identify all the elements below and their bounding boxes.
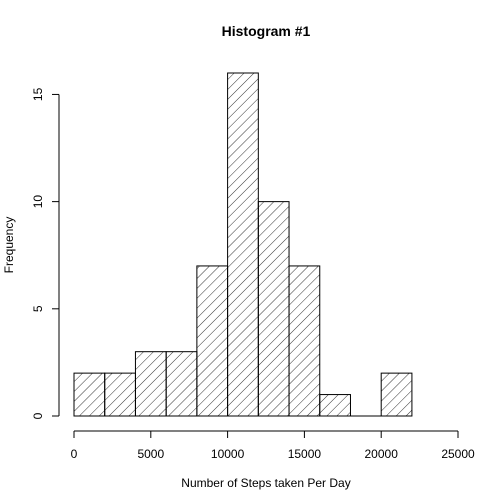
x-tick-label: 10000: [211, 447, 245, 461]
x-axis: 0 5000 10000 15000 20000 25000: [71, 430, 475, 461]
y-tick-label: 0: [31, 412, 45, 419]
x-tick-label: 0: [71, 447, 78, 461]
histogram-bar-2: [134, 351, 167, 417]
y-axis-label: Frequency: [2, 217, 16, 274]
histogram-bar-5: [227, 72, 259, 417]
x-tick-label: 5000: [137, 447, 164, 461]
histogram-bar-4: [196, 265, 229, 417]
histogram-bar-10: [380, 372, 413, 417]
histogram-bar-0: [73, 372, 106, 417]
histogram-bar-6: [257, 201, 290, 417]
bars-group: [73, 72, 413, 417]
y-axis: 0 5 10 15: [31, 87, 60, 419]
chart-title: Histogram #1: [222, 23, 311, 39]
y-tick-label: 15: [31, 87, 45, 101]
histogram-bar-8: [319, 394, 351, 417]
histogram-bar-3: [165, 351, 198, 417]
x-tick-label: 15000: [288, 447, 322, 461]
x-axis-label: Number of Steps taken Per Day: [181, 476, 350, 490]
x-tick-label: 25000: [441, 447, 475, 461]
y-tick-label: 5: [31, 305, 45, 312]
histogram-bar-7: [288, 265, 321, 417]
y-tick-label: 10: [31, 195, 45, 209]
x-tick-label: 20000: [365, 447, 399, 461]
histogram-bar-1: [104, 372, 136, 417]
